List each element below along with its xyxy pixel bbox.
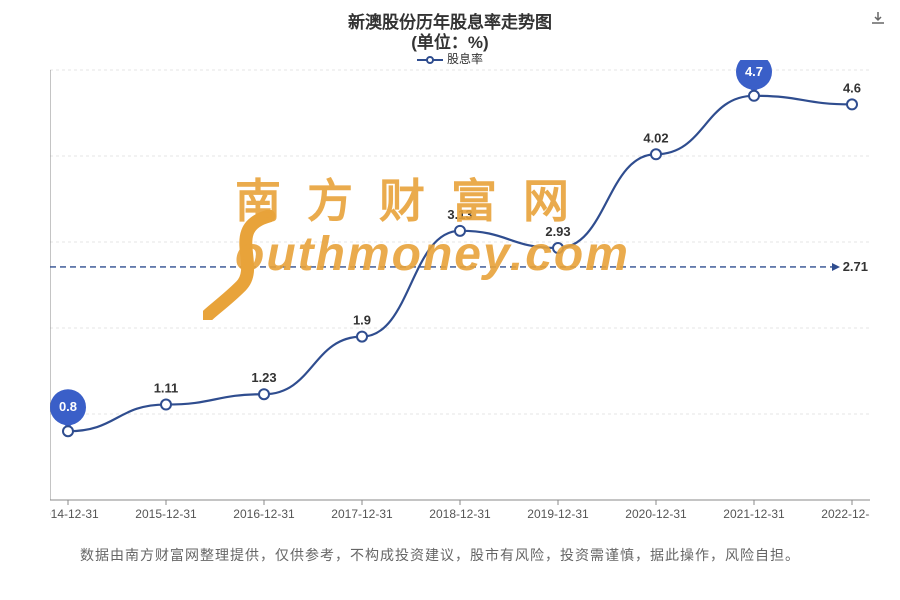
svg-text:2017-12-31: 2017-12-31 (331, 507, 393, 521)
svg-text:1.9: 1.9 (353, 313, 371, 328)
svg-text:2.71: 2.71 (843, 259, 868, 274)
chart-plot-area: 0123452014-12-312015-12-312016-12-312017… (50, 60, 870, 530)
chart-footnote: 数据由南方财富网整理提供，仅供参考，不构成投资建议，股市有风险，投资需谨慎，据此… (80, 545, 870, 567)
svg-text:2021-12-31: 2021-12-31 (723, 507, 785, 521)
download-icon[interactable] (870, 10, 886, 26)
svg-text:2019-12-31: 2019-12-31 (527, 507, 589, 521)
svg-text:1.23: 1.23 (251, 370, 276, 385)
svg-text:4.7: 4.7 (745, 64, 763, 79)
svg-text:2022-12-31: 2022-12-31 (821, 507, 870, 521)
svg-text:2020-12-31: 2020-12-31 (625, 507, 687, 521)
svg-text:2014-12-31: 2014-12-31 (50, 507, 99, 521)
svg-text:1.11: 1.11 (154, 381, 179, 396)
svg-text:2.93: 2.93 (545, 224, 570, 239)
svg-text:2015-12-31: 2015-12-31 (135, 507, 197, 521)
svg-text:4.6: 4.6 (843, 80, 861, 95)
chart-container: 新澳股份历年股息率走势图 (单位：%) 股息率 0123452014-12-31… (0, 0, 900, 600)
svg-text:0.8: 0.8 (59, 399, 77, 414)
svg-text:2018-12-31: 2018-12-31 (429, 507, 491, 521)
svg-text:3.13: 3.13 (447, 207, 472, 222)
svg-text:2016-12-31: 2016-12-31 (233, 507, 295, 521)
svg-text:4.02: 4.02 (643, 130, 668, 145)
